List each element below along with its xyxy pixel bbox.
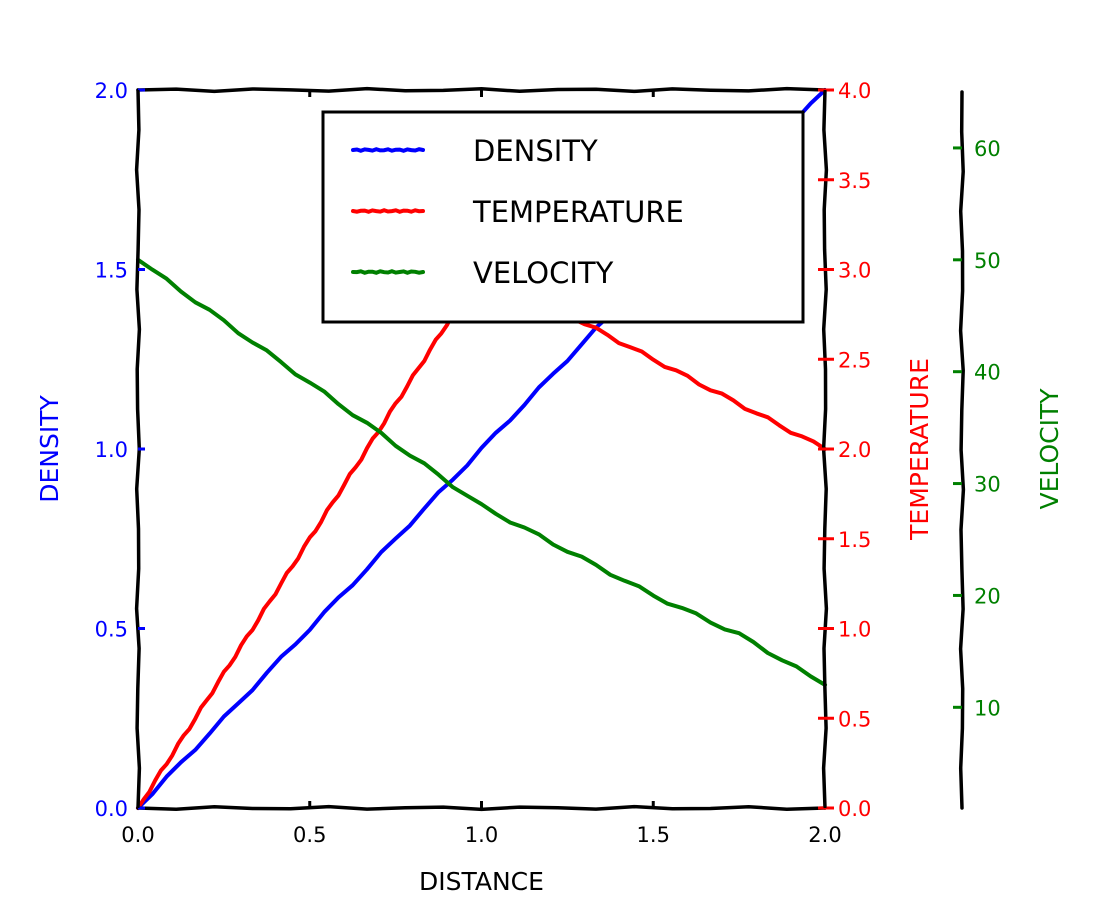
x-tick-label: 1.5	[637, 823, 670, 847]
velocity-tick-label: 50	[974, 249, 1001, 273]
velocity-axis-label: VELOCITY	[1035, 388, 1064, 510]
temperature-axis: 0.0 0.5 1.0 1.5 2.0 2.5 3.0 3.5 4.0	[818, 79, 871, 821]
velocity-tick-label: 30	[974, 473, 1001, 497]
temperature-tick-label: 1.0	[838, 618, 871, 642]
temperature-tick-label: 4.0	[838, 79, 871, 103]
legend-box	[321, 110, 805, 324]
velocity-spine	[958, 90, 966, 810]
legend-swatch-velocity	[351, 269, 425, 275]
velocity-tick-label: 10	[974, 696, 1001, 720]
frame-top-edge	[136, 86, 827, 94]
velocity-tick-label: 60	[974, 137, 1001, 161]
density-tick-label: 1.5	[95, 259, 128, 283]
legend-swatch-density	[351, 147, 425, 153]
x-axis-label: DISTANCE	[419, 867, 544, 896]
density-tick-label: 1.0	[95, 438, 128, 462]
temperature-axis-label: TEMPERATURE	[905, 358, 934, 541]
legend-label-temperature: TEMPERATURE	[472, 195, 684, 229]
temperature-tick-label: 0.0	[838, 797, 871, 821]
legend-swatch-temperature	[351, 208, 425, 214]
velocity-tick-label: 40	[974, 361, 1001, 385]
temperature-tick-label: 3.0	[838, 259, 871, 283]
density-axis: 0.0 0.5 1.0 1.5 2.0	[95, 79, 145, 821]
series-line-velocity	[136, 257, 827, 687]
temperature-tick-label: 0.5	[838, 707, 871, 731]
x-tick-label: 0.5	[293, 823, 326, 847]
legend-label-density: DENSITY	[473, 134, 598, 168]
velocity-tick-label: 20	[974, 584, 1001, 608]
density-axis-label: DENSITY	[35, 395, 64, 503]
temperature-tick-label: 3.5	[838, 169, 871, 193]
temperature-tick-label: 2.0	[838, 438, 871, 462]
x-tick-label: 0.0	[121, 823, 154, 847]
x-axis: 0.0 0.5 1.0 1.5 2.0	[121, 90, 842, 847]
x-tick-label: 2.0	[808, 823, 841, 847]
density-tick-label: 0.0	[95, 797, 128, 821]
legend: DENSITY TEMPERATURE VELOCITY	[321, 110, 805, 324]
frame-bottom-edge	[136, 804, 827, 812]
density-tick-label: 2.0	[95, 79, 128, 103]
density-tick-label: 0.5	[95, 618, 128, 642]
temperature-tick-label: 1.5	[838, 528, 871, 552]
legend-label-velocity: VELOCITY	[473, 256, 614, 290]
x-tick-label: 1.0	[465, 823, 498, 847]
temperature-tick-label: 2.5	[838, 348, 871, 372]
velocity-axis: 10 20 30 40 50 60	[953, 90, 1001, 810]
series-line-temperature	[136, 267, 827, 810]
